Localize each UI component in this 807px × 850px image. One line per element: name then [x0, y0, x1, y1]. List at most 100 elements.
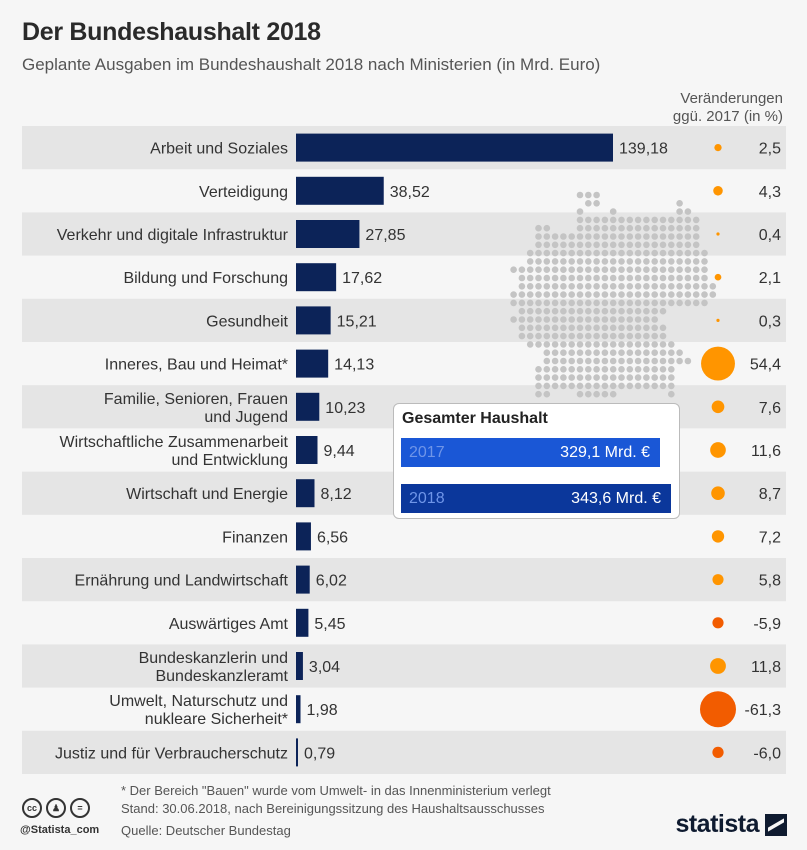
statista-handle[interactable]: @Statista_com	[20, 824, 100, 836]
map-dot	[692, 241, 700, 249]
map-dot	[526, 258, 534, 265]
map-dot	[585, 366, 592, 373]
map-dot	[618, 316, 625, 323]
map-dot	[643, 266, 650, 274]
license-icons[interactable]: cc ♟ =	[22, 798, 90, 818]
bar	[296, 479, 315, 508]
map-dot	[585, 224, 592, 232]
map-dot	[626, 283, 634, 290]
map-dot	[634, 316, 642, 323]
map-dot	[692, 283, 700, 290]
map-dot	[568, 316, 575, 323]
value-label: 1,98	[307, 702, 338, 719]
value-label: 9,44	[324, 443, 355, 460]
map-dot	[626, 258, 634, 265]
category-label-line: Verkehr und digitale Infrastruktur	[57, 227, 289, 244]
map-dot	[568, 283, 575, 290]
map-dot	[568, 382, 575, 390]
map-dot	[560, 357, 567, 365]
change-dot	[716, 232, 720, 236]
bar	[296, 738, 298, 767]
map-dot	[676, 291, 683, 298]
map-dot	[576, 291, 584, 298]
value-label: 27,85	[365, 227, 405, 244]
map-dot	[634, 332, 642, 340]
map-dot	[676, 299, 683, 307]
statista-logo-icon	[765, 813, 787, 836]
map-dot	[601, 316, 609, 323]
map-dot	[551, 374, 559, 381]
map-dot	[593, 341, 600, 348]
map-dot	[543, 374, 551, 381]
map-dot	[585, 390, 592, 398]
map-dot	[551, 316, 559, 323]
change-label: 2,1	[759, 270, 781, 287]
map-dot	[535, 274, 542, 282]
statista-logo[interactable]: statista	[675, 810, 787, 839]
bar	[296, 436, 318, 464]
map-dot	[618, 241, 625, 249]
map-dot	[518, 332, 526, 340]
map-dot	[634, 374, 642, 381]
map-dot	[668, 390, 675, 398]
change-dot	[711, 400, 725, 414]
map-dot	[668, 299, 675, 307]
map-dot	[551, 274, 559, 282]
map-dot	[593, 324, 600, 332]
map-dot	[568, 324, 575, 332]
map-dot	[618, 374, 625, 381]
map-dot	[709, 283, 717, 290]
map-dot	[526, 283, 534, 290]
map-dot	[585, 258, 592, 265]
category-label: Finanzen	[222, 529, 288, 546]
map-dot	[551, 283, 559, 290]
map-dot	[568, 366, 575, 373]
category-label: Wirtschaftliche Zusammenarbeit und Entwic…	[59, 434, 288, 469]
map-dot	[593, 390, 600, 398]
map-dot	[593, 233, 600, 240]
map-dot	[659, 366, 667, 373]
map-dot	[560, 266, 567, 274]
map-dot	[643, 249, 650, 257]
footnote: * Der Bereich "Bauen" wurde vom Umwelt- …	[121, 783, 551, 798]
bar	[296, 220, 360, 248]
map-dot	[618, 224, 625, 232]
map-dot	[560, 283, 567, 290]
category-label: Ernährung und Landwirtschaft	[75, 573, 289, 590]
category-label-line: und Entwicklung	[171, 452, 288, 469]
category-label-line: Arbeit und Soziales	[150, 141, 288, 158]
map-dot	[634, 274, 642, 282]
map-dot	[576, 208, 584, 215]
map-dot	[585, 283, 592, 290]
map-dot	[609, 307, 617, 315]
map-dot	[585, 291, 592, 298]
map-dot	[585, 233, 592, 240]
map-dot	[668, 291, 675, 298]
bar	[296, 565, 310, 594]
map-dot	[651, 341, 658, 348]
map-dot	[609, 357, 617, 365]
map-dot	[601, 349, 609, 357]
map-dot	[593, 283, 600, 290]
map-dot	[593, 307, 600, 315]
chart-subtitle: Geplante Ausgaben im Bundeshaushalt 2018…	[22, 55, 601, 74]
map-dot	[601, 374, 609, 381]
map-dot	[576, 349, 584, 357]
map-dot	[668, 357, 675, 365]
map-dot	[643, 283, 650, 290]
change-dot	[700, 691, 736, 728]
map-dot	[609, 341, 617, 348]
map-dot	[543, 249, 551, 257]
total-2018-year: 2018	[409, 489, 445, 507]
map-dot	[651, 216, 658, 224]
map-dot	[618, 249, 625, 257]
map-dot	[684, 291, 692, 298]
category-label-line: Wirtschaftliche Zusammenarbeit	[59, 434, 288, 451]
map-dot	[535, 366, 542, 373]
map-dot	[560, 341, 567, 348]
category-label-line: Ernährung und Landwirtschaft	[75, 573, 289, 590]
map-dot	[676, 216, 683, 224]
map-dot	[684, 216, 692, 224]
change-label: 5,8	[759, 573, 781, 590]
map-dot	[643, 332, 650, 340]
